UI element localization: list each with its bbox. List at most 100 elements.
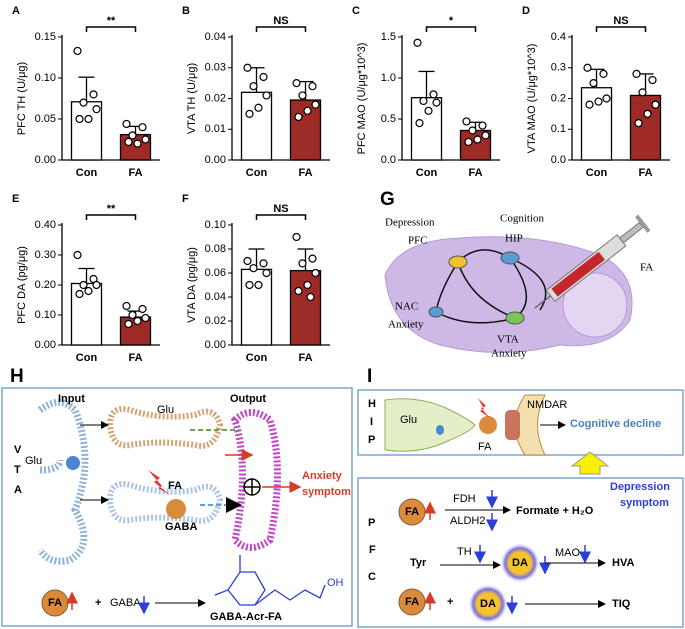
label: FA	[168, 480, 182, 492]
data-point	[243, 256, 252, 266]
data-point	[298, 91, 307, 100]
data-point	[262, 268, 271, 278]
significance-bracket	[255, 214, 307, 220]
data-point	[413, 38, 422, 47]
y-axis-label: VTA DA (pg/μg)	[186, 247, 198, 323]
y-tick-label: 1.5	[381, 31, 396, 43]
label: DA	[512, 557, 528, 569]
glu-terminal	[106, 406, 224, 449]
data-point	[79, 98, 88, 107]
data-point	[122, 119, 131, 129]
data-point	[259, 72, 268, 82]
x-tick-label: FA	[298, 167, 312, 179]
x-tick-label: FA	[128, 352, 142, 364]
x-tick-label: FA	[128, 167, 142, 179]
data-point	[75, 289, 84, 299]
significance-label: NS	[273, 203, 288, 215]
data-point	[432, 98, 441, 107]
side-letter: V	[14, 444, 22, 456]
data-point	[262, 91, 271, 100]
label: OH	[327, 577, 344, 589]
y-tick-label: 0.2	[551, 92, 566, 104]
x-tick-label: Con	[76, 167, 98, 179]
data-point	[245, 280, 254, 290]
data-point	[73, 46, 82, 56]
data-point	[462, 117, 471, 126]
data-point	[141, 135, 150, 144]
data-point	[133, 316, 142, 326]
x-tick-label: Con	[246, 352, 268, 364]
label: GABA	[110, 597, 141, 609]
syringe	[534, 214, 651, 309]
data-point	[245, 109, 254, 118]
data-point	[79, 280, 88, 290]
y-tick-label: 0.06	[205, 267, 226, 279]
data-point	[303, 106, 312, 115]
y-tick-label: 0.3	[551, 62, 566, 74]
label: DA	[480, 598, 496, 610]
significance-label: NS	[613, 15, 628, 27]
y-tick-label: 0.0	[551, 154, 566, 166]
label: HVA	[612, 557, 634, 569]
data-point	[75, 114, 84, 124]
nac-node	[428, 306, 444, 318]
pathway	[435, 249, 547, 324]
data-point	[648, 75, 657, 85]
data-point	[249, 82, 258, 91]
significance-bracket	[425, 26, 477, 32]
label: Glu	[157, 404, 174, 416]
data-point	[311, 100, 320, 109]
y-axis-label: PFC DA (pg/μg)	[16, 246, 28, 324]
label: FA	[405, 506, 419, 518]
y-tick-label: 0.10	[35, 309, 56, 321]
y-axis-label: PFC MAO (U/μg*10^3)	[356, 43, 368, 155]
bolt	[478, 398, 490, 418]
data-point	[254, 103, 263, 112]
data-point	[478, 121, 487, 130]
label: FA	[48, 597, 62, 609]
label: Formate + H₂O	[516, 505, 594, 517]
panel-i: I H I P Glu FA NMDAR Cognitive decline D…	[357, 366, 684, 628]
x-tick-label: Con	[416, 167, 438, 179]
data-point	[419, 96, 428, 106]
x-tick-label: Con	[586, 167, 608, 179]
label: +	[95, 597, 101, 609]
data-point	[138, 123, 147, 132]
data-point	[643, 109, 652, 118]
y-tick-label: 0.02	[205, 92, 226, 104]
label: HIP	[505, 233, 523, 245]
bar	[410, 97, 443, 161]
label: NMDAR	[527, 399, 567, 411]
data-point	[243, 63, 252, 72]
y-tick-label: 0.02	[205, 315, 226, 327]
label: VTA	[497, 334, 519, 346]
y-tick-label: 0.20	[35, 279, 56, 291]
significance-label: **	[107, 203, 116, 215]
significance-bracket	[255, 26, 307, 32]
data-point	[254, 280, 263, 290]
significance-bracket	[85, 214, 137, 220]
label: Glu	[400, 414, 417, 426]
label: symptom	[620, 497, 669, 509]
label: Input	[58, 393, 85, 405]
data-point	[292, 79, 301, 88]
y-tick-label: 0.01	[205, 123, 226, 135]
y-tick-label: 0.10	[35, 72, 56, 84]
label: Glu	[25, 455, 42, 467]
data-point	[84, 114, 93, 124]
y-tick-label: 0.30	[35, 249, 56, 261]
data-point	[415, 118, 424, 128]
data-point	[308, 254, 317, 263]
y-tick-label: 0.0	[381, 154, 396, 166]
bar	[240, 268, 273, 346]
data-point	[84, 286, 93, 296]
bar	[240, 91, 273, 161]
panel-letter: G	[380, 189, 395, 210]
data-point	[429, 90, 438, 99]
data-point	[138, 304, 147, 314]
data-point	[594, 97, 603, 106]
side-letter: P	[368, 434, 375, 446]
data-point	[141, 313, 150, 323]
label: FA	[640, 262, 653, 274]
vesicle	[66, 456, 80, 470]
